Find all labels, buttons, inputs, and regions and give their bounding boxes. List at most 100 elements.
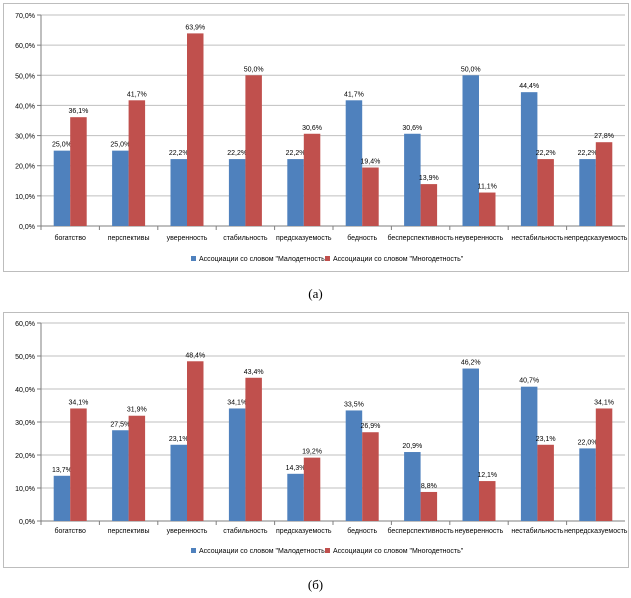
data-label: 22,0% — [578, 439, 598, 446]
bar-malodetnost — [170, 159, 187, 226]
data-label: 8,8% — [421, 483, 437, 490]
bar-mnogodetnost — [128, 415, 146, 521]
data-label: 22,2% — [227, 150, 247, 157]
bar-mnogodetnost — [128, 100, 146, 226]
data-label: 23,1% — [169, 436, 189, 443]
legend-label: Ассоциации со словом "Малодетность" — [199, 548, 328, 555]
category-label: непредсказуемость — [564, 235, 628, 242]
bar-mnogodetnost — [595, 408, 613, 521]
category-label: непредсказуемость — [564, 528, 628, 535]
data-label: 36,1% — [69, 108, 89, 115]
data-label: 14,3% — [286, 465, 306, 472]
bar-malodetnost — [228, 159, 246, 226]
category-label: бедность — [347, 234, 377, 242]
category-label: предсказуемость — [276, 235, 332, 242]
bar-mnogodetnost — [70, 408, 87, 521]
data-label: 19,2% — [302, 449, 322, 456]
legend-label: Ассоциации со словом "Многодетность" — [333, 256, 464, 263]
bar-malodetnost — [462, 368, 479, 521]
data-label: 34,1% — [227, 399, 247, 406]
bar-malodetnost — [112, 150, 129, 226]
bar-mnogodetnost — [537, 444, 554, 521]
category-label: бесперспективность — [388, 234, 455, 242]
data-label: 33,5% — [344, 401, 364, 408]
y-tick-label: 20,0% — [15, 164, 35, 171]
category-label: неуверенность — [455, 235, 504, 242]
bar-mnogodetnost — [303, 133, 321, 226]
data-label: 26,9% — [361, 423, 381, 430]
bar-malodetnost — [404, 133, 421, 226]
category-label: богатство — [54, 527, 86, 535]
data-label: 30,6% — [302, 125, 322, 132]
data-label: 13,7% — [52, 467, 72, 474]
data-label: 63,9% — [185, 24, 205, 31]
bar-mnogodetnost — [420, 184, 438, 226]
bar-malodetnost — [579, 159, 596, 226]
chart-panel-a: 0,0% 10,0% 20,0% 30,0% 40,0% 50,0% 60,0% 70,0% б… — [3, 3, 629, 272]
data-label: 50,0% — [244, 66, 264, 73]
bar-malodetnost — [287, 159, 304, 226]
category-label: бесперспективность — [388, 527, 455, 535]
data-label: 19,4% — [361, 159, 381, 166]
bar-malodetnost — [228, 408, 246, 521]
bar-mnogodetnost — [479, 481, 496, 521]
data-label: 12,1% — [477, 472, 497, 479]
category-label: стабильность — [223, 234, 268, 242]
bar-malodetnost — [462, 75, 479, 227]
data-label: 27,5% — [110, 421, 130, 428]
data-label: 34,1% — [594, 399, 614, 406]
bar-malodetnost — [404, 452, 421, 521]
y-tick-label: 60,0% — [15, 321, 35, 328]
chart-b: 0,0% 10,0% 20,0% 30,0% 40,0% 50,0% 60,0% богатс… — [15, 321, 628, 555]
category-label: богатство — [54, 234, 86, 242]
category-label: перспективы — [108, 235, 150, 242]
data-label: 25,0% — [52, 142, 72, 149]
chart-a: 0,0% 10,0% 20,0% 30,0% 40,0% 50,0% 60,0% 70,0% б… — [15, 13, 628, 263]
chart-caption-b: (б) — [307, 577, 324, 592]
bar-mnogodetnost — [187, 33, 204, 226]
data-label: 22,2% — [169, 150, 189, 157]
bar-mnogodetnost — [420, 491, 438, 521]
chart-panel-b: 0,0% 10,0% 20,0% 30,0% 40,0% 50,0% 60,0% богатс… — [3, 312, 629, 568]
data-label: 30,6% — [402, 125, 422, 132]
y-tick-label: 10,0% — [15, 194, 35, 201]
y-tick-label: 70,0% — [15, 13, 35, 20]
bar-malodetnost — [520, 386, 538, 521]
bar-mnogodetnost — [245, 377, 262, 521]
data-label: 11,1% — [478, 184, 497, 191]
y-tick-label: 60,0% — [15, 43, 35, 50]
y-tick-label: 20,0% — [15, 453, 35, 460]
chart-caption-a: (а) — [308, 286, 323, 301]
data-label: 22,2% — [578, 150, 598, 157]
bar-mnogodetnost — [303, 457, 321, 521]
y-tick-label: 40,0% — [15, 103, 35, 110]
data-label: 50,0% — [461, 66, 481, 73]
category-label: перспективы — [108, 528, 150, 535]
category-label: бедность — [347, 527, 377, 535]
bar-mnogodetnost — [362, 432, 379, 521]
y-tick-label: 0,0% — [19, 519, 35, 526]
bar-malodetnost — [520, 92, 538, 226]
bar-malodetnost — [112, 430, 129, 521]
data-label: 44,4% — [519, 83, 539, 90]
legend-label: Ассоциации со словом "Многодетность" — [333, 548, 464, 555]
category-label: стабильность — [223, 527, 268, 535]
bar-malodetnost — [287, 473, 304, 521]
data-label: 25,0% — [110, 142, 130, 149]
bar-malodetnost — [345, 100, 363, 226]
category-label: уверенность — [167, 235, 208, 242]
bar-mnogodetnost — [479, 192, 496, 226]
data-label: 46,2% — [461, 360, 481, 367]
y-tick-label: 30,0% — [15, 420, 35, 427]
bar-mnogodetnost — [70, 117, 87, 226]
bar-mnogodetnost — [537, 159, 554, 226]
legend-label: Ассоциации со словом "Малодетность" — [199, 256, 328, 263]
data-label: 41,7% — [344, 91, 364, 98]
data-label: 22,2% — [286, 150, 306, 157]
y-tick-label: 50,0% — [15, 354, 35, 361]
y-tick-label: 30,0% — [15, 134, 35, 141]
legend-swatch — [325, 548, 330, 553]
data-label: 43,4% — [244, 369, 264, 376]
bar-malodetnost — [53, 475, 71, 521]
bar-mnogodetnost — [595, 142, 613, 226]
